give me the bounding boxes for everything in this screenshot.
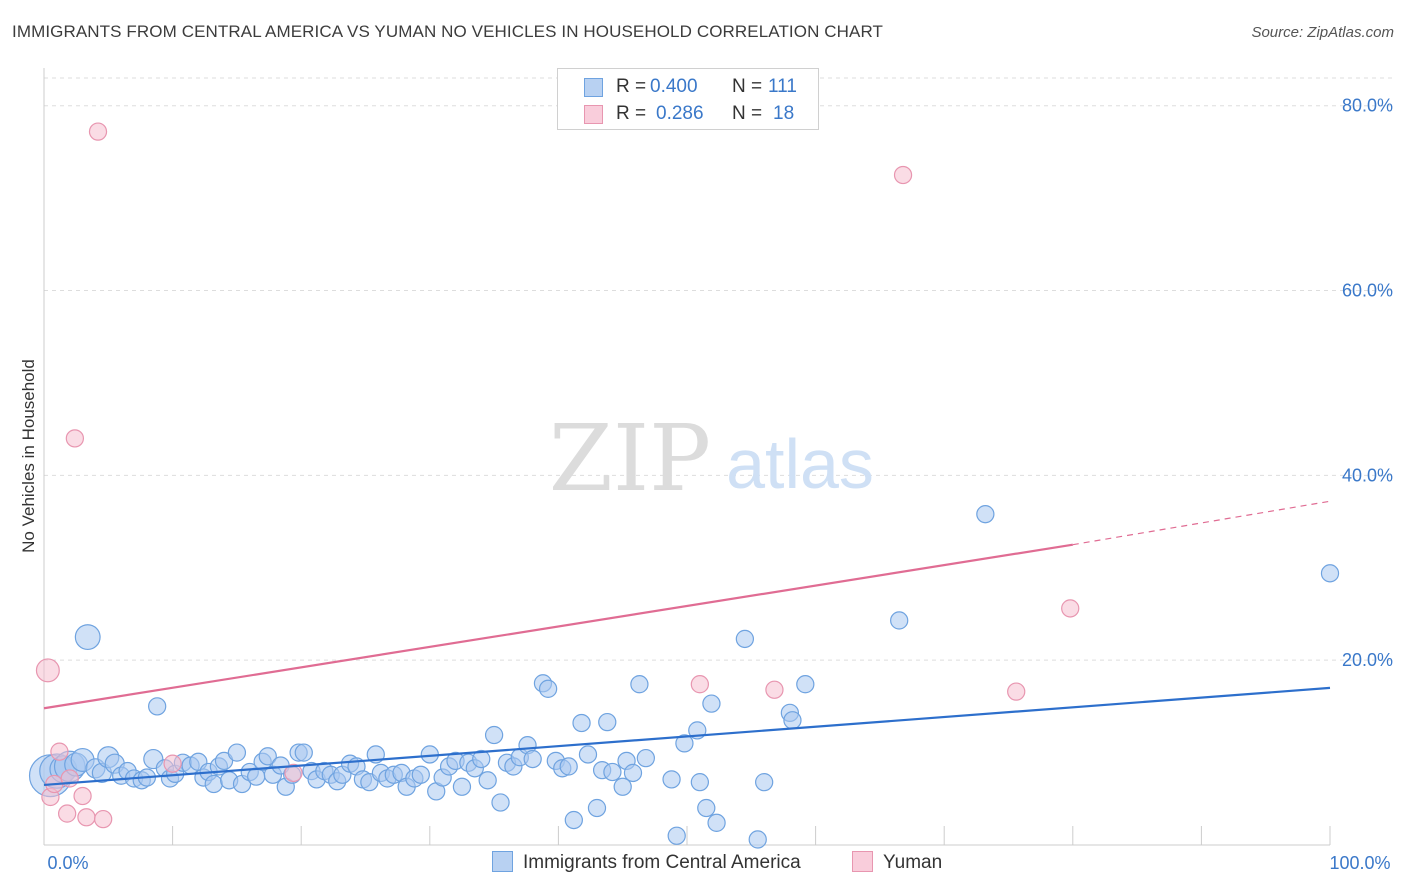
- point-immigrants: [603, 762, 622, 782]
- point-yuman: [1061, 599, 1080, 618]
- point-immigrants: [675, 734, 694, 753]
- bottom-legend-immigrants: Immigrants from Central America: [492, 851, 801, 874]
- point-immigrants: [690, 773, 710, 792]
- bottom-legend-yuman: Yuman: [852, 851, 942, 874]
- y-tick-label: 80.0%: [1342, 96, 1393, 116]
- gridlines: [44, 77, 1392, 661]
- bottom-legend-label: Yuman: [883, 852, 943, 873]
- point-immigrants: [890, 611, 909, 630]
- point-immigrants: [294, 743, 313, 762]
- point-yuman: [765, 680, 784, 699]
- point-immigrants: [559, 757, 578, 776]
- legend-n-label: N =: [732, 103, 763, 124]
- point-yuman: [57, 804, 77, 823]
- trend-line-yuman-extension: [1072, 500, 1331, 546]
- point-immigrants: [472, 749, 491, 769]
- point-immigrants: [598, 712, 617, 732]
- point-immigrants: [623, 763, 643, 783]
- bottom-legend-label: Immigrants from Central America: [523, 852, 801, 873]
- point-immigrants: [755, 773, 774, 792]
- x-tick-label: 100.0%: [1329, 853, 1390, 873]
- point-immigrants: [630, 675, 649, 694]
- point-immigrants: [783, 711, 802, 730]
- point-yuman: [1007, 682, 1026, 701]
- correlation-legend: R = 0.400 N = 111 R = 0.286 N = 18: [557, 68, 819, 130]
- y-axis-label: No Vehicles in Household: [19, 359, 38, 553]
- point-immigrants: [735, 629, 755, 649]
- bottom-legend-swatch-blue: [492, 851, 513, 872]
- bottom-legend-swatch-pink: [852, 851, 873, 872]
- point-immigrants: [976, 505, 995, 524]
- legend-n-value: 111: [768, 76, 797, 97]
- legend-swatch-blue: [584, 78, 603, 97]
- y-tick-label: 60.0%: [1342, 281, 1393, 301]
- point-yuman: [893, 165, 913, 185]
- point-yuman: [690, 675, 710, 694]
- point-yuman: [73, 786, 92, 806]
- watermark-atlas: atlas: [726, 425, 874, 503]
- point-yuman: [163, 754, 182, 773]
- legend-r-label: R =: [616, 103, 647, 124]
- point-immigrants: [523, 749, 542, 769]
- y-tick-label: 40.0%: [1342, 465, 1393, 485]
- point-immigrants: [74, 624, 101, 651]
- point-immigrants: [411, 765, 430, 784]
- legend-r-value: 0.286: [656, 103, 704, 124]
- point-immigrants: [587, 798, 607, 818]
- trend-line-immigrants: [43, 686, 1331, 787]
- trend-lines: [43, 500, 1331, 787]
- point-yuman: [65, 429, 85, 448]
- point-immigrants: [796, 675, 815, 694]
- series-yuman-points: [35, 122, 1080, 829]
- point-yuman: [50, 742, 69, 761]
- legend-r-value: 0.400: [650, 76, 698, 97]
- point-immigrants: [707, 813, 726, 832]
- x-tick-label: 0.0%: [47, 853, 88, 873]
- point-immigrants: [538, 679, 558, 698]
- point-immigrants: [613, 777, 632, 796]
- legend-n-value: 18: [773, 103, 795, 124]
- axes: [43, 68, 1331, 846]
- point-yuman: [35, 658, 60, 683]
- point-immigrants: [564, 810, 583, 830]
- point-immigrants: [148, 697, 167, 716]
- point-immigrants: [227, 743, 247, 762]
- point-immigrants: [662, 770, 681, 789]
- point-immigrants: [748, 830, 767, 849]
- watermark: ZIP atlas: [549, 405, 874, 512]
- legend-row-immigrants: R = 0.400 N = 111: [558, 74, 818, 100]
- legend-swatch-pink: [584, 105, 603, 124]
- point-yuman: [77, 808, 96, 827]
- legend-n-label: N =: [732, 76, 763, 97]
- point-immigrants: [484, 725, 504, 745]
- point-yuman: [284, 763, 303, 783]
- point-immigrants: [697, 798, 716, 818]
- point-immigrants: [491, 793, 510, 812]
- point-immigrants: [1320, 564, 1340, 583]
- point-immigrants: [214, 751, 234, 771]
- point-immigrants: [478, 771, 497, 790]
- source-label: Source: ZipAtlas.com: [1251, 24, 1394, 41]
- point-immigrants: [572, 713, 591, 733]
- point-yuman: [88, 122, 108, 141]
- point-immigrants: [258, 747, 277, 766]
- series-immigrants-points: [28, 505, 1340, 849]
- watermark-zip: ZIP: [549, 405, 711, 512]
- y-tick-label: 20.0%: [1342, 650, 1393, 670]
- chart-title: IMMIGRANTS FROM CENTRAL AMERICA VS YUMAN…: [12, 22, 884, 41]
- point-yuman: [94, 809, 113, 829]
- legend-r-label: R =: [616, 76, 647, 97]
- point-immigrants: [204, 774, 223, 794]
- tick-labels: 20.0% 40.0% 60.0% 80.0% 0.0% 100.0%: [47, 96, 1393, 873]
- trend-line-yuman: [43, 543, 1073, 710]
- point-immigrants: [702, 694, 721, 713]
- point-immigrants: [452, 777, 472, 796]
- point-immigrants: [667, 826, 686, 845]
- point-immigrants: [578, 745, 598, 764]
- legend-row-yuman: R = 0.286 N = 18: [558, 101, 818, 127]
- point-immigrants: [636, 748, 655, 768]
